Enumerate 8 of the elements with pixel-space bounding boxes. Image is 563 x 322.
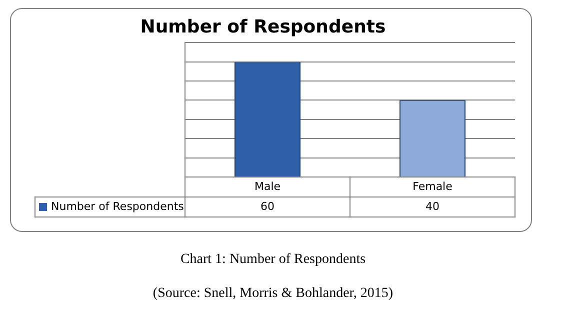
chart-title: Number of Respondents [140, 16, 386, 38]
data-label: 40 [426, 200, 440, 213]
data-label: 60 [260, 200, 274, 213]
text: (Source: Snell, Morris & Bohlander, 2015) [152, 286, 394, 302]
legend-label: Number of Respondents [51, 200, 184, 213]
caption: Chart 1: Number of Respondents [179, 252, 367, 268]
x-tick-label: Female [412, 180, 453, 193]
x-tick-label: Male [254, 180, 281, 193]
